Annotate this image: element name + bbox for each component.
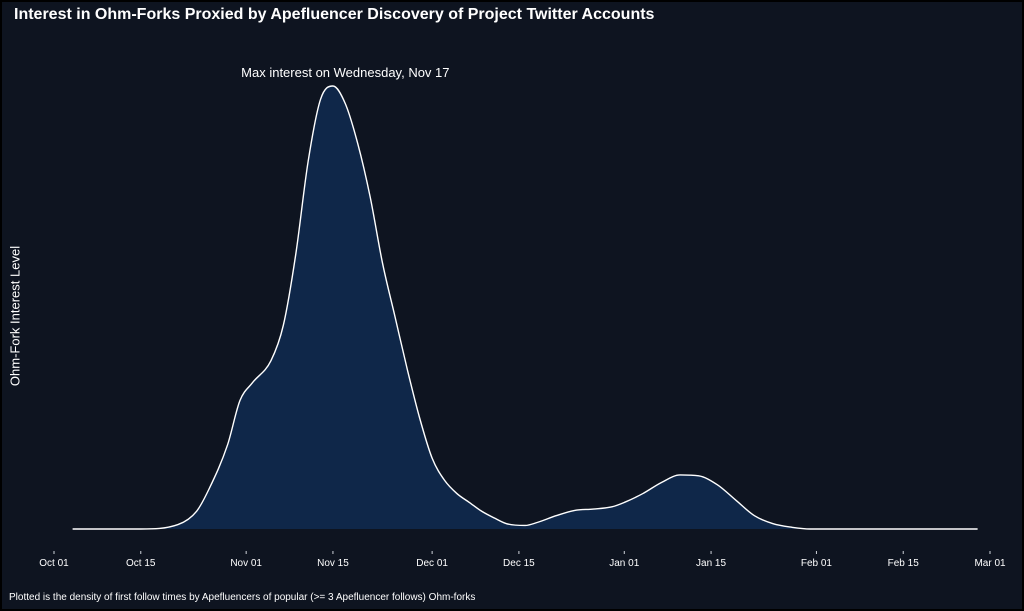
density-line	[72, 85, 978, 530]
x-tick-label: Jan 01	[609, 558, 639, 569]
annotation-layer: Max interest on Wednesday, Nov 17	[241, 65, 449, 80]
x-tick-label: Feb 01	[801, 558, 833, 569]
chart-title: Interest in Ohm-Forks Proxied by Apeflue…	[14, 6, 655, 23]
density-area	[72, 86, 978, 529]
x-tick-label: Nov 01	[230, 558, 262, 569]
x-tick-label: Oct 15	[126, 558, 156, 569]
x-tick-label: Nov 15	[317, 558, 349, 569]
x-tick-label: Feb 15	[888, 558, 920, 569]
area-layer	[72, 85, 978, 530]
x-tick-label: Mar 01	[974, 558, 1006, 569]
x-tick-label: Dec 15	[503, 558, 535, 569]
x-tick-label: Oct 01	[39, 558, 69, 569]
chart-caption: Plotted is the density of first follow t…	[9, 592, 476, 603]
x-axis: Oct 01 Oct 15 Nov 01 Nov 15 Dec 01 Dec 15 Jan …	[39, 551, 1006, 569]
x-tick-label: Dec 01	[416, 558, 448, 569]
x-tick-label: Jan 15	[696, 558, 726, 569]
peak-annotation: Max interest on Wednesday, Nov 17	[241, 65, 449, 80]
